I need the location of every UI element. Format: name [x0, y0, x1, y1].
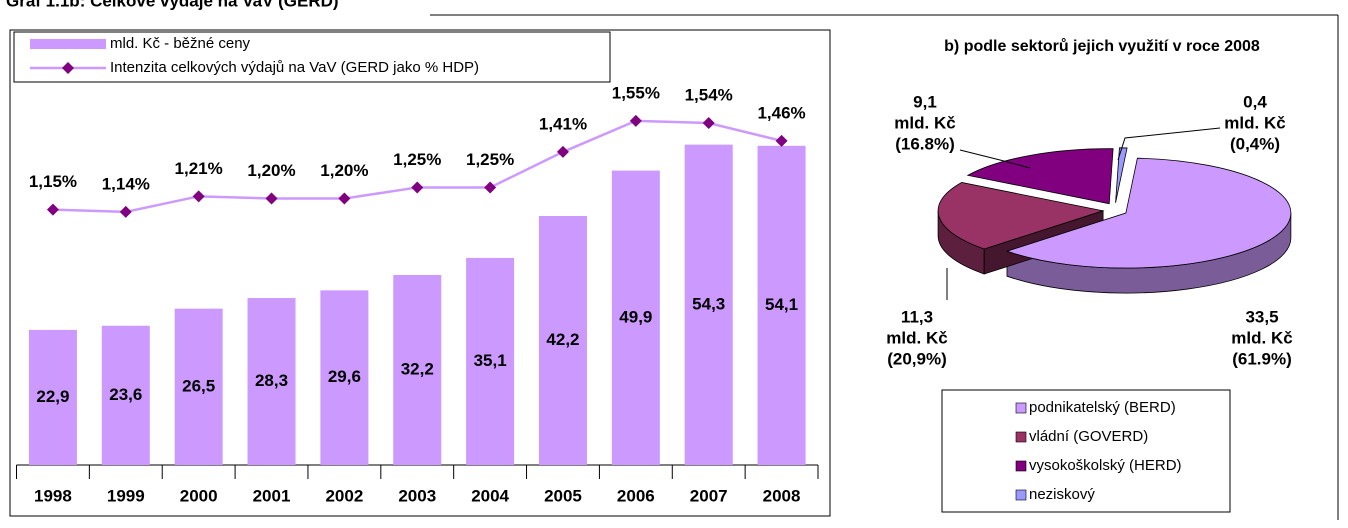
bar [757, 145, 806, 465]
legend-label: podnikatelský (BERD) [1029, 399, 1176, 416]
line-label: 1,20% [320, 161, 368, 180]
line-label: 1,55% [612, 83, 660, 102]
line-label: 1,54% [685, 86, 733, 105]
bar [174, 308, 223, 465]
bar-label: 42,2 [546, 330, 579, 349]
pie-unit-label: mld. Kč [894, 113, 955, 132]
pie-value-label: 0,4 [1243, 92, 1267, 111]
line-label: 1,20% [247, 161, 295, 180]
line-marker [192, 190, 205, 203]
x-tick-label: 2006 [617, 486, 655, 505]
pie-percent-label: (16.8%) [895, 134, 955, 153]
legend-label: Intenzita celkových výdajů na VaV (GERD … [110, 59, 479, 76]
x-tick-label: 2002 [325, 486, 363, 505]
pie-title-box: b) podle sektorů jejich využití v roce 2… [944, 38, 1260, 55]
x-tick-label: 2001 [253, 486, 291, 505]
line-label: 1,25% [393, 150, 441, 169]
pie-percent-label: (0,4%) [1230, 134, 1280, 153]
bar-label: 29,6 [328, 367, 361, 386]
pie-slice [966, 148, 1114, 205]
pie-slice [937, 182, 1105, 250]
legend-swatch [1015, 489, 1027, 501]
pie-percent-label: (20,9%) [887, 349, 947, 368]
x-tick-label: 2007 [690, 486, 728, 505]
legend-box [941, 389, 1231, 513]
line-label: 1,46% [757, 103, 805, 122]
legend-swatch [1015, 402, 1027, 414]
legend-swatch [30, 39, 106, 49]
bar [684, 144, 733, 465]
x-tick-label: 2005 [544, 486, 582, 505]
x-tick-label: 2000 [180, 486, 218, 505]
bar-label: 49,9 [619, 307, 652, 326]
bar [611, 170, 660, 465]
bar-label: 54,1 [765, 295, 798, 314]
bar [247, 298, 296, 465]
line-label: 1,14% [102, 174, 150, 193]
pie-unit-label: mld. Kč [1231, 328, 1292, 347]
legend-swatch [1015, 460, 1027, 472]
x-tick-label: 2003 [398, 486, 436, 505]
bar [28, 329, 77, 465]
bar [101, 325, 150, 465]
line-marker [775, 134, 788, 147]
bar-label: 22,9 [36, 387, 69, 406]
legend-box [13, 31, 611, 83]
legend-marker [62, 62, 74, 74]
line-marker [629, 114, 642, 127]
line-label: 1,41% [539, 114, 587, 133]
legend-label: vysokoškolský (HERD) [1029, 457, 1182, 474]
bar-label: 26,5 [182, 376, 215, 395]
pie-value-label: 33,5 [1245, 307, 1278, 326]
pie-unit-label: mld. Kč [886, 328, 947, 347]
bar [538, 216, 587, 465]
pie-title: b) podle sektorů jejich využití v roce 2… [944, 38, 1260, 55]
x-tick-label: 1999 [107, 486, 145, 505]
chart-frame [9, 29, 831, 517]
line-marker [484, 181, 497, 194]
bar [466, 257, 515, 465]
line-label: 1,15% [29, 172, 77, 191]
legend-label: neziskový [1029, 486, 1095, 503]
pie-percent-label: (61.9%) [1232, 349, 1292, 368]
pie-slice [1005, 157, 1292, 269]
pie-slice [1115, 147, 1128, 203]
line-label: 1,21% [175, 159, 223, 178]
bar [393, 275, 442, 465]
leader-line [959, 149, 1031, 169]
line-marker [119, 205, 132, 218]
line-marker [46, 203, 59, 216]
line-marker [411, 181, 424, 194]
x-tick-label: 1998 [34, 486, 72, 505]
x-tick-label: 2008 [763, 486, 801, 505]
line-marker [338, 192, 351, 205]
legend-label: vládní (GOVERD) [1029, 428, 1148, 445]
pie-unit-label: mld. Kč [1224, 113, 1285, 132]
line-marker [556, 145, 569, 158]
bar-label: 54,3 [692, 294, 725, 313]
legend-swatch [1015, 431, 1027, 443]
bar-label: 35,1 [474, 351, 507, 370]
line-marker [702, 117, 715, 130]
bar-label: 28,3 [255, 371, 288, 390]
leader-line [1117, 127, 1221, 161]
pie-value-label: 11,3 [901, 307, 933, 326]
pie-value-label: 9,1 [913, 92, 937, 111]
x-tick-label: 2004 [471, 486, 509, 505]
legend-label: mld. Kč - běžné ceny [110, 35, 251, 52]
line-label: 1,25% [466, 150, 514, 169]
page-title: Graf 1.1b: Celkové výdaje na VaV (GERD) [6, 0, 339, 10]
bar [320, 290, 369, 465]
bar-label: 23,6 [109, 385, 142, 404]
bar-label: 32,2 [401, 359, 434, 378]
line-marker [265, 192, 278, 205]
